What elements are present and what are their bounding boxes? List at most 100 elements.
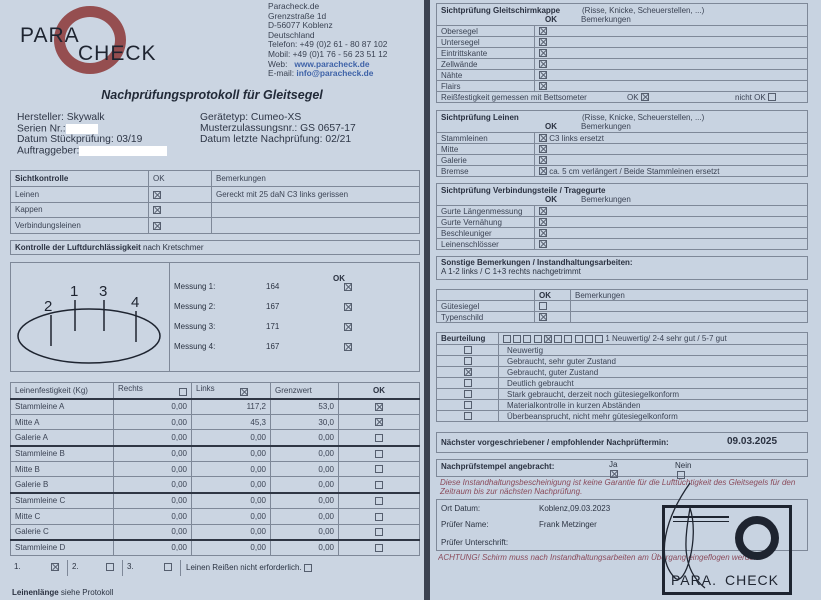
condition-checkbox[interactable] — [463, 379, 472, 388]
condition-checkbox[interactable] — [463, 390, 472, 399]
ok-checkbox[interactable] — [539, 207, 547, 216]
table-row: Überbeansprucht, nicht mehr gütesiegelko… — [436, 410, 808, 422]
ok-checkbox[interactable] — [539, 82, 547, 91]
ok-checkbox[interactable] — [344, 342, 352, 351]
table-row: Zellwände — [436, 58, 808, 70]
condition-checkbox[interactable] — [463, 401, 472, 410]
table-row: Nähte — [436, 69, 808, 81]
address-line: Mobil: +49 (0)1 76 - 56 23 51 12 — [268, 48, 388, 59]
table-row: Leinenschlösser — [436, 238, 808, 250]
stage-checkbox[interactable] — [106, 562, 114, 571]
ok-checkbox[interactable] — [539, 229, 547, 238]
rechts-checkbox[interactable] — [179, 388, 187, 397]
table-row: Typenschild — [436, 311, 808, 323]
rating-scale-checkbox[interactable] — [543, 334, 552, 343]
ok-checkbox[interactable] — [539, 302, 547, 311]
condition-checkbox[interactable] — [463, 346, 472, 355]
rating-scale-checkbox[interactable] — [564, 334, 573, 343]
ok-checkbox[interactable] — [153, 221, 161, 230]
glider-info-left: Hersteller: Skywalk Serien Nr.: Datum St… — [17, 112, 168, 158]
ok-checkbox[interactable] — [375, 418, 383, 427]
ok-checkbox[interactable] — [344, 302, 352, 311]
stamp-no-checkbox[interactable] — [677, 470, 685, 479]
address-line: Deutschland — [268, 29, 315, 40]
beurteilung-table: Beurteilung 1 Neuwertig/ 2-4 sehr gut / … — [436, 332, 808, 422]
table-row: Gurte Längenmessung — [436, 205, 808, 217]
table-row: Obersegel — [436, 25, 808, 37]
table-row: Gurte Vernähung — [436, 216, 808, 228]
table-row: Gebraucht, sehr guter Zustand — [436, 355, 808, 367]
ok-checkbox[interactable] — [539, 240, 547, 249]
leinen-table: Sichtprüfung Leinen (Risse, Knicke, Scheu… — [436, 110, 808, 177]
rating-scale-checkbox[interactable] — [513, 334, 522, 343]
stage-option: 1. — [10, 560, 68, 576]
ok-checkbox[interactable] — [539, 49, 547, 58]
ok-checkbox[interactable] — [375, 527, 383, 536]
ok-checkbox[interactable] — [153, 190, 161, 199]
table-row: Mitte C 0,00 0,00 0,00 — [10, 507, 420, 525]
leinenlaenge-note: Leinenlänge siehe Protokoll — [12, 588, 114, 597]
page-title: Nachprüfungsprotokoll für Gleitsegel — [101, 88, 323, 102]
table-row: Stammleine A 0,00 117,2 53,0 — [10, 397, 420, 415]
table-row: Flairs — [436, 80, 808, 92]
ok-checkbox[interactable] — [375, 544, 383, 553]
ok-checkbox[interactable] — [539, 38, 547, 47]
condition-checkbox[interactable] — [463, 412, 472, 421]
kappe-table: Sichtprüfung Gleitschirmkappe (Risse, Kni… — [436, 3, 808, 103]
condition-checkbox[interactable] — [463, 368, 472, 377]
links-checkbox[interactable] — [240, 388, 248, 397]
ok-checkbox[interactable] — [375, 402, 383, 411]
rating-scale-checkbox[interactable] — [584, 334, 593, 343]
ok-checkbox[interactable] — [539, 27, 547, 36]
ok-checkbox[interactable] — [344, 282, 352, 291]
ok-checkbox[interactable] — [153, 206, 161, 215]
address-line: D-56077 Koblenz — [268, 20, 333, 31]
table-row: Bremse ca. 5 cm verlängert / Beide Stamm… — [436, 165, 808, 177]
ok-checkbox[interactable] — [375, 465, 383, 474]
measurement-point-label: 3 — [99, 283, 107, 300]
stempel-box: Nachprüfstempel angebracht: Ja Nein — [436, 459, 808, 479]
ok-checkbox[interactable] — [375, 450, 383, 459]
website-link[interactable]: www.paracheck.de — [294, 58, 370, 69]
rating-scale-checkbox[interactable] — [554, 334, 563, 343]
table-row: Mitte — [436, 143, 808, 155]
ok-checkbox[interactable] — [539, 218, 547, 227]
table-row: Stammleinen C3 links ersetzt — [436, 132, 808, 144]
ok-checkbox[interactable] — [539, 71, 547, 80]
ok-checkbox[interactable] — [375, 512, 383, 521]
rating-scale-checkbox[interactable] — [595, 334, 604, 343]
ok-checkbox[interactable] — [539, 134, 547, 143]
ok-checkbox[interactable] — [539, 167, 547, 176]
table-row: Stammleine D 0,00 0,00 0,00 — [10, 538, 420, 556]
rating-scale-checkbox[interactable] — [533, 334, 542, 343]
ok-checkbox[interactable] — [539, 60, 547, 69]
rating-scale-checkbox[interactable] — [523, 334, 532, 343]
protocol-page-1: PARA CHECK Paracheck.de Grenzstraße 1d D-5… — [0, 0, 424, 600]
condition-checkbox[interactable] — [463, 357, 472, 366]
table-row: Stark gebraucht, derzeit noch gütesiegel… — [436, 388, 808, 400]
paracheck-logo: PARA CHECK — [14, 4, 164, 76]
rating-scale-checkbox[interactable] — [574, 334, 583, 343]
ok-checkbox[interactable] — [539, 313, 547, 322]
stamp-yes-checkbox[interactable] — [610, 469, 618, 478]
signature-box: Ort Datum: Koblenz,09.03.2023 Prüfer Nam… — [436, 499, 808, 551]
paracheck-stamp: PARA. CHECK — [662, 482, 792, 595]
protocol-page-2: Sichtprüfung Gleitschirmkappe (Risse, Kni… — [430, 0, 821, 600]
gurte-table: Sichtprüfung Verbindungsteile / Tragegur… — [436, 183, 808, 250]
canopy-measurement-diagram: 2 1 3 4 — [17, 283, 161, 364]
ok-checkbox[interactable] — [375, 433, 383, 442]
ok-checkbox[interactable] — [375, 480, 383, 489]
glider-info-right: Gerätetyp: Cumeo-XS Musterzulassungsnr.:… — [200, 112, 356, 145]
table-row: Galerie B 0,00 0,00 0,00 — [10, 476, 420, 494]
ok-checkbox[interactable] — [344, 322, 352, 331]
bettsometer-not-ok-checkbox[interactable] — [767, 93, 776, 102]
ok-checkbox[interactable] — [539, 156, 547, 165]
ok-checkbox[interactable] — [375, 497, 383, 506]
bettsometer-ok-checkbox[interactable] — [640, 93, 649, 102]
stage-checkbox[interactable] — [51, 562, 59, 571]
rating-scale-checkbox[interactable] — [503, 334, 511, 343]
ok-checkbox[interactable] — [539, 145, 547, 154]
not-required-checkbox[interactable] — [303, 563, 312, 572]
email-link[interactable]: info@paracheck.de — [296, 68, 374, 79]
stage-checkbox[interactable] — [164, 562, 172, 571]
